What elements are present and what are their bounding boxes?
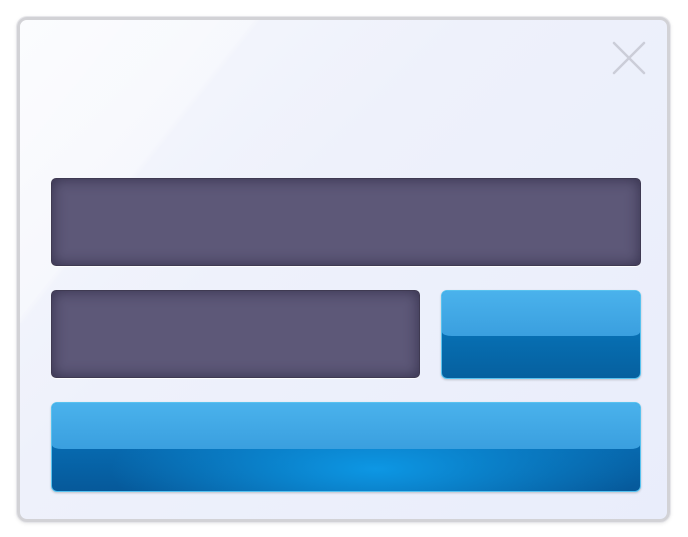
wide-action-button[interactable] [51,402,641,492]
dialog-window [17,17,670,522]
text-field-top[interactable] [51,178,641,266]
close-button[interactable] [611,40,647,76]
small-action-button[interactable] [441,290,641,379]
close-icon [611,40,647,76]
text-field-left[interactable] [51,290,420,378]
